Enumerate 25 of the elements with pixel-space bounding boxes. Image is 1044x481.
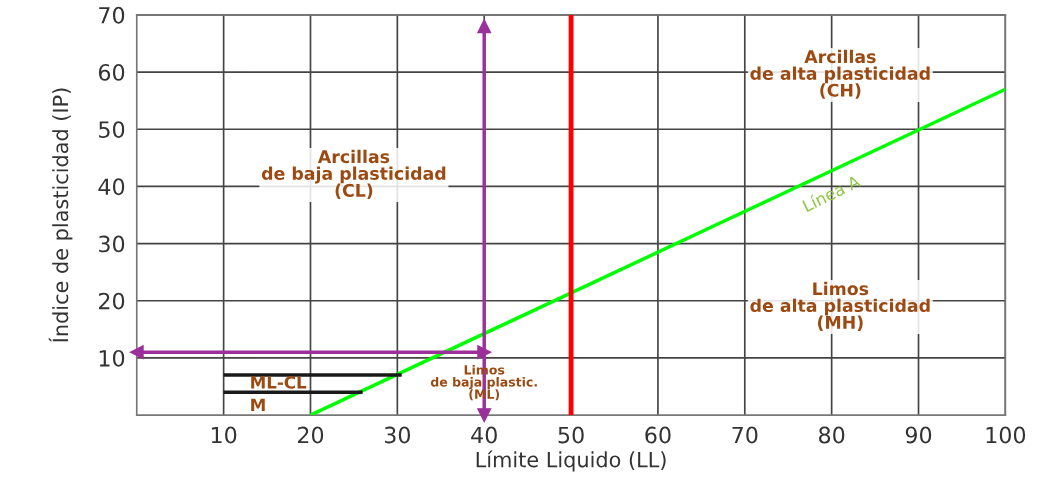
x-tick-label: 80 [819,426,845,444]
y-tick-label: 50 [99,121,125,139]
y-tick-label: 70 [99,6,125,24]
x-tick-label: 100 [986,426,1026,444]
annotation: Limos de alta plasticidad (MH) [750,281,930,331]
annotation: Arcillas de baja plasticidad (CL) [261,149,446,199]
annotation: M [251,398,265,411]
x-tick-label: 20 [297,426,324,444]
y-tick-label: 10 [99,349,125,367]
x-tick-label: 40 [471,426,497,444]
annotation: ML-CL [251,376,307,389]
y-tick-label: 40 [98,178,125,196]
x-tick-label: 30 [384,426,411,444]
x-tick-label: 60 [645,426,671,444]
y-tick-label: 30 [99,235,125,253]
x-tick-label: 10 [211,426,237,444]
y-tick-label: 20 [99,292,125,310]
y-axis-title: Índice de plasticidad (IP) [48,88,73,342]
annotation: Línea A [801,173,862,213]
x-axis-title: Límite Liquido (LL) [476,450,666,472]
x-tick-label: 70 [732,426,758,444]
y-tick-label: 60 [98,64,125,81]
x-tick-label: 90 [905,426,932,444]
x-tick-label: 50 [558,426,584,444]
annotation: Arcillas de alta plasticidad (CH) [750,49,930,99]
